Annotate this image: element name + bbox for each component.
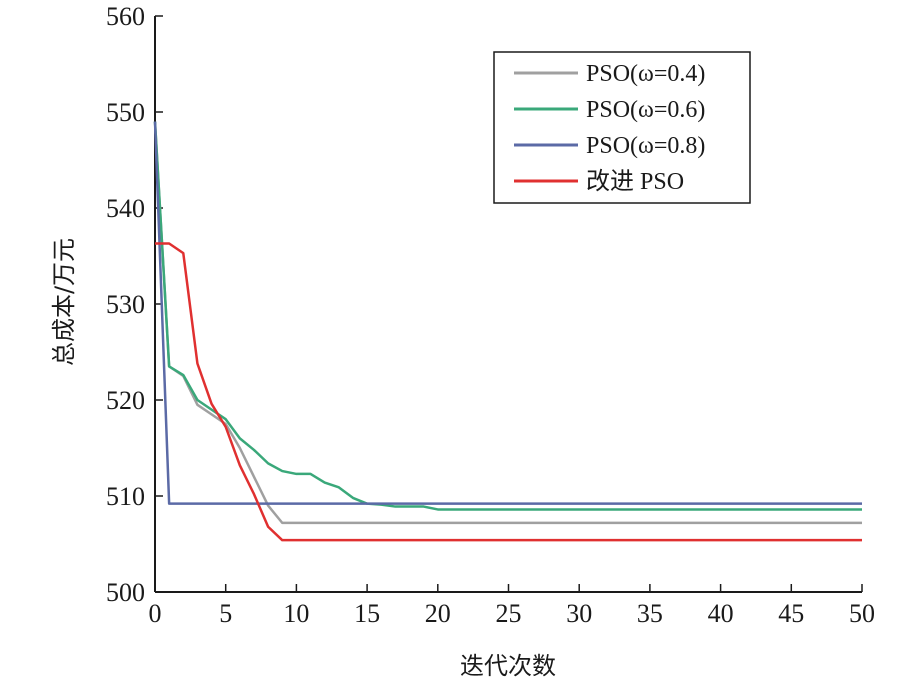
legend: PSO(ω=0.4) PSO(ω=0.6) PSO(ω=0.8) 改进 PSO xyxy=(493,51,751,204)
x-tick-label: 45 xyxy=(778,599,804,628)
y-tick-label: 530 xyxy=(106,290,145,319)
x-tick-label: 15 xyxy=(354,599,380,628)
legend-box xyxy=(493,51,751,204)
x-tick-label: 50 xyxy=(849,599,875,628)
axes: 0 5 10 15 20 25 30 35 40 45 5050051052053054055056… xyxy=(106,2,875,628)
x-tick-label: 0 xyxy=(149,599,162,628)
x-axis-title: 迭代次数 xyxy=(460,652,556,680)
y-tick-label: 560 xyxy=(106,2,145,31)
legend-label-2: PSO(ω=0.6) xyxy=(586,97,705,123)
x-tick-label: 5 xyxy=(219,599,232,628)
legend-label-3: PSO(ω=0.8) xyxy=(586,133,705,159)
y-tick-label: 550 xyxy=(106,98,145,127)
series-line-4 xyxy=(155,242,862,542)
x-tick-label: 20 xyxy=(425,599,451,628)
x-tick-label: 25 xyxy=(496,599,522,628)
x-tick-label: 30 xyxy=(566,599,592,628)
x-tick-label: 40 xyxy=(708,599,734,628)
legend-label-1: PSO(ω=0.4) xyxy=(586,61,705,87)
y-axis-title: 总成本/万元 xyxy=(50,238,78,366)
x-tick-label: 10 xyxy=(283,599,309,628)
series-line-1 xyxy=(153,121,862,525)
plot-area xyxy=(153,121,862,542)
y-tick-label: 540 xyxy=(106,194,145,223)
x-tick-label: 35 xyxy=(637,599,663,628)
y-tick-label: 510 xyxy=(106,482,145,511)
series-line-3 xyxy=(153,121,862,505)
y-tick-label: 520 xyxy=(106,386,145,415)
y-tick-label: 500 xyxy=(106,578,145,607)
legend-label-4: 改进 PSO xyxy=(586,168,684,195)
